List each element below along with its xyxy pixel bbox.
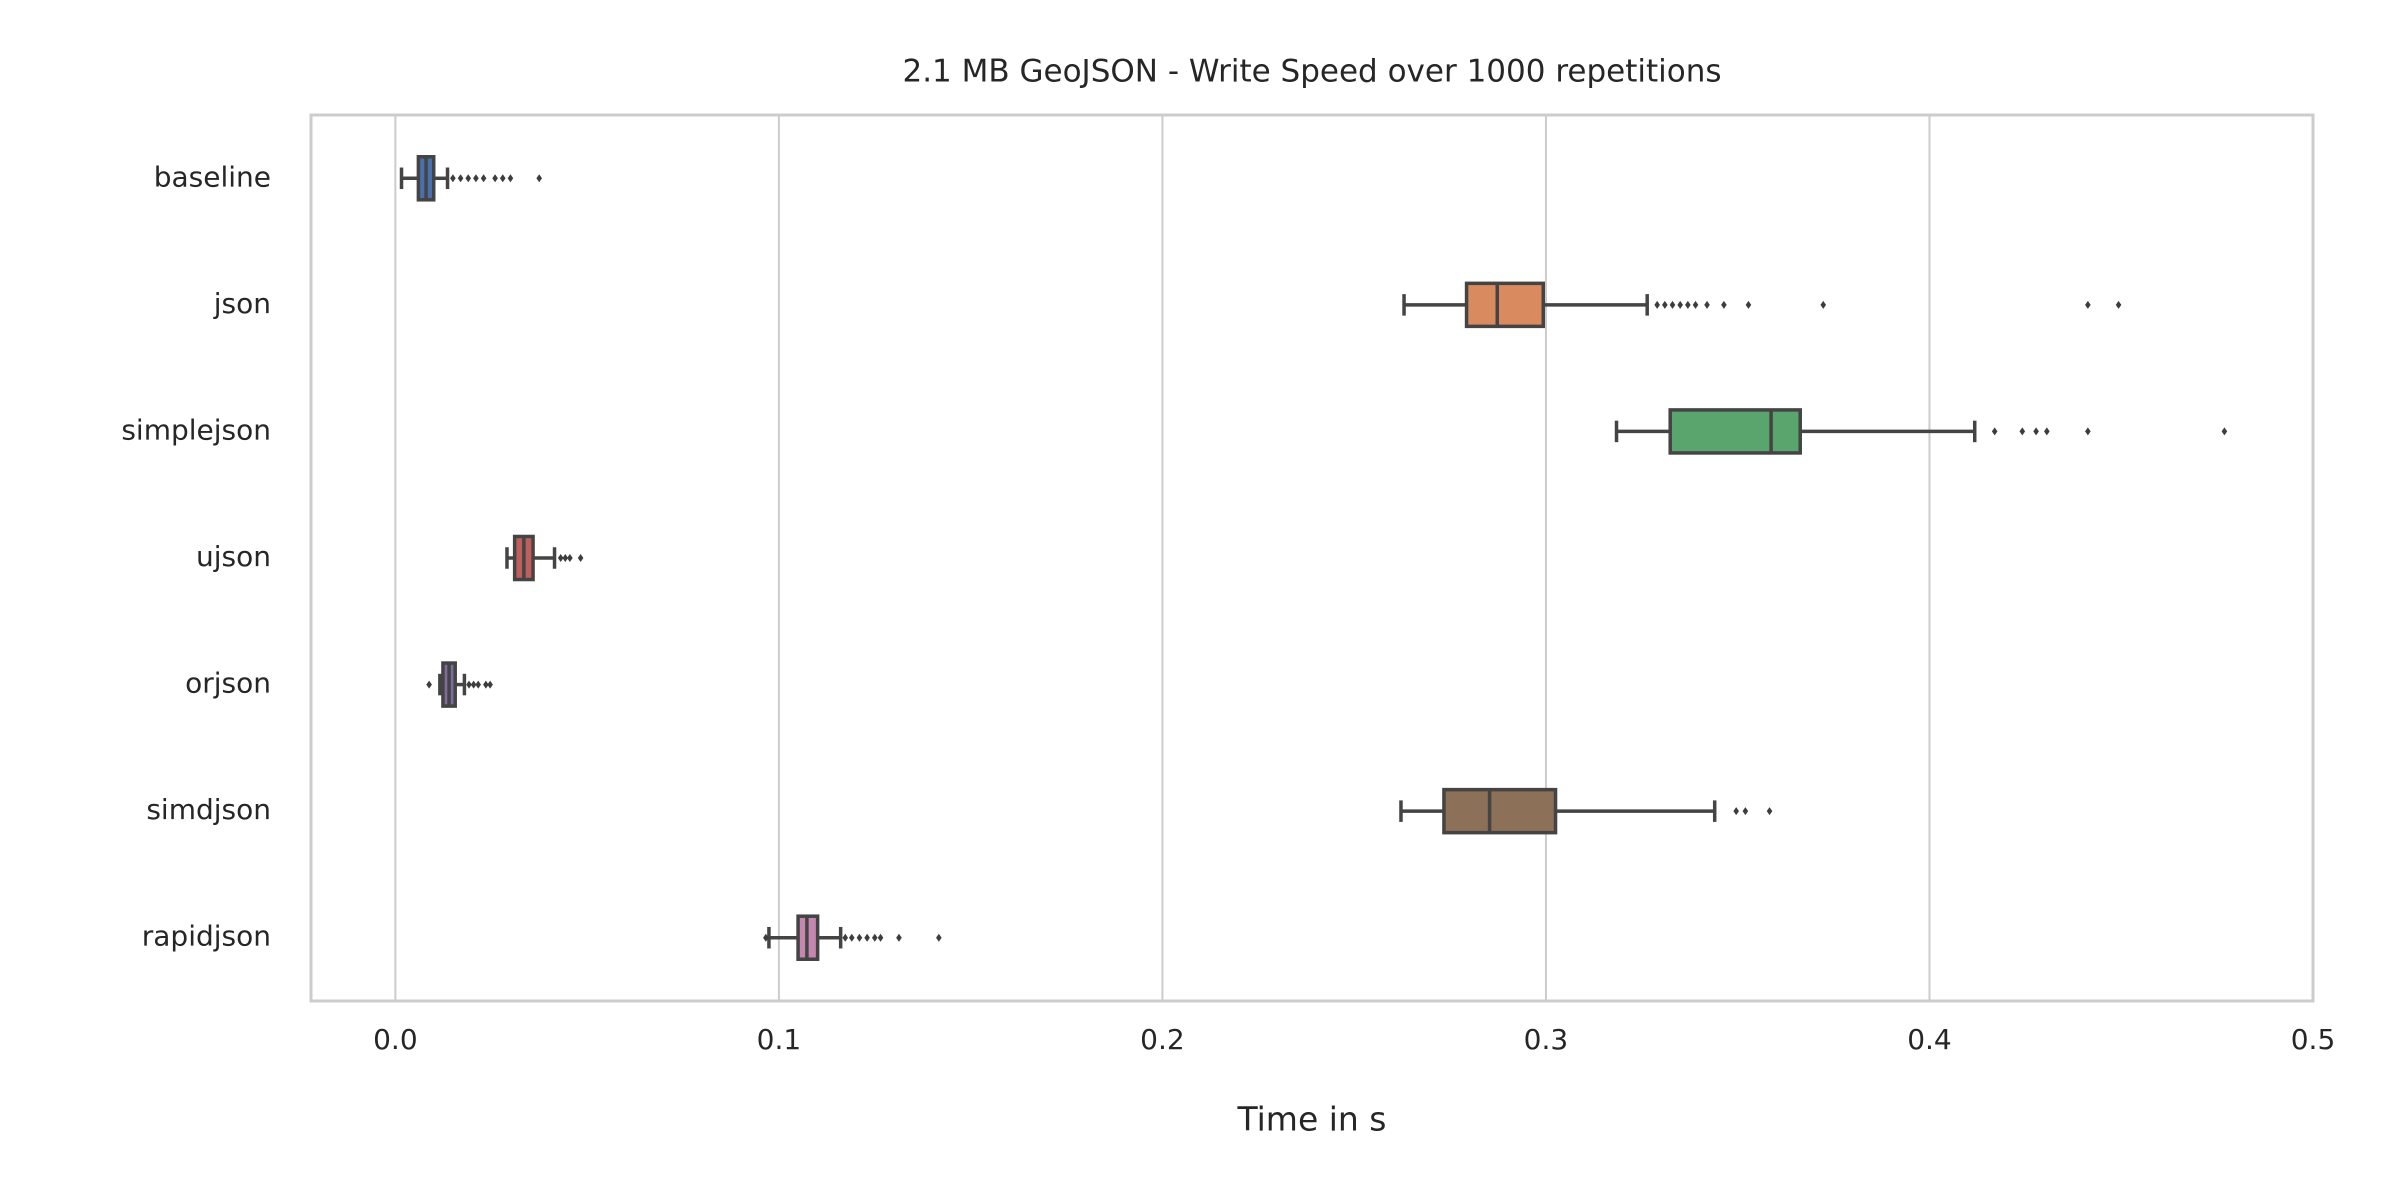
outlier: [499, 174, 506, 183]
outlier: [864, 933, 870, 942]
x-tick-label: 0.0: [373, 1023, 418, 1056]
y-tick-label: json: [213, 287, 271, 320]
x-tick-label: 0.2: [1140, 1023, 1185, 1056]
outlier: [2221, 427, 2228, 436]
outlier: [1669, 300, 1676, 309]
outlier: [2085, 427, 2091, 436]
outlier: [2019, 427, 2026, 436]
outlier: [1654, 300, 1660, 309]
outlier: [763, 933, 769, 942]
outlier: [466, 680, 472, 689]
outlier: [856, 933, 863, 942]
outlier: [1991, 427, 1998, 436]
outlier: [1677, 300, 1683, 309]
outlier: [1692, 300, 1699, 309]
outlier: [1745, 300, 1752, 309]
outlier: [480, 174, 487, 183]
outlier: [877, 933, 884, 942]
outlier: [536, 174, 542, 183]
outlier: [848, 933, 855, 942]
outlier: [2033, 427, 2039, 436]
outlier: [936, 933, 942, 942]
y-tick-label: simplejson: [121, 413, 271, 446]
outlier: [2044, 427, 2050, 436]
box: [1668, 408, 1802, 455]
outlier: [470, 680, 477, 689]
plot-frame: [309, 113, 2315, 1003]
y-tick-label: ujson: [196, 540, 271, 573]
outlier: [577, 554, 584, 562]
outlier: [1742, 807, 1749, 816]
outlier: [557, 554, 564, 562]
outlier: [457, 174, 464, 183]
x-tick-label: 0.3: [1524, 1023, 1569, 1056]
outlier: [1766, 807, 1773, 816]
outlier: [871, 933, 878, 942]
outlier: [2115, 300, 2122, 309]
outlier: [487, 680, 493, 689]
outlier: [426, 680, 432, 689]
x-axis-label: Time in s: [1236, 1100, 1386, 1139]
y-tick-label: rapidjson: [142, 920, 271, 953]
outlier: [896, 933, 902, 942]
outlier: [2085, 300, 2091, 309]
outlier: [1733, 807, 1739, 816]
outlier: [1662, 300, 1668, 309]
x-tick-label: 0.5: [2291, 1023, 2336, 1056]
x-tick-label: 0.4: [1907, 1023, 1952, 1056]
outlier: [842, 933, 849, 942]
outlier: [450, 174, 456, 183]
outlier: [507, 174, 514, 183]
box: [1464, 281, 1546, 329]
outlier: [492, 174, 498, 183]
outlier: [465, 174, 472, 183]
y-tick-label: orjson: [185, 667, 271, 700]
outlier: [1685, 300, 1691, 309]
outlier: [562, 554, 569, 562]
outlier: [1721, 300, 1727, 309]
outlier: [475, 680, 482, 689]
box: [1442, 787, 1558, 835]
outlier: [473, 174, 479, 183]
outlier: [483, 680, 489, 689]
y-tick-label: baseline: [154, 160, 271, 193]
outlier: [567, 554, 573, 562]
outlier: [1704, 300, 1710, 309]
y-tick-label: simdjson: [146, 793, 271, 826]
x-tick-label: 0.1: [757, 1023, 802, 1056]
outlier: [1820, 300, 1827, 309]
chart-title: 2.1 MB GeoJSON - Write Speed over 1000 r…: [902, 54, 1721, 90]
